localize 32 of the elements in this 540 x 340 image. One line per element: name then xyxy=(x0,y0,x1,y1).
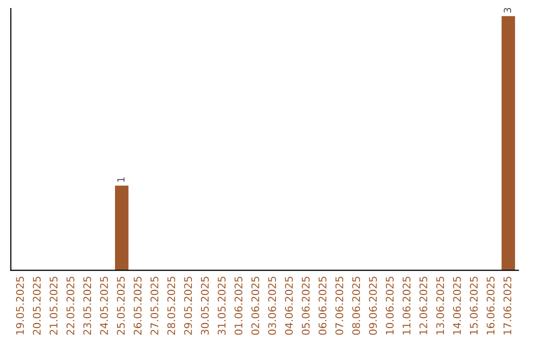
x-tick-label: 05.06.2025 xyxy=(302,276,310,335)
x-tick-label: 27.05.2025 xyxy=(150,276,158,335)
x-tick-label: 31.05.2025 xyxy=(218,276,226,335)
x-tick-label: 16.06.2025 xyxy=(486,276,495,334)
x-tick-label: 02.06.2025 xyxy=(251,276,260,335)
x-tick-label: 29.05.2025 xyxy=(184,276,192,335)
x-tick-label: 23.05.2025 xyxy=(83,276,92,335)
x-tick-label: 08.06.2025 xyxy=(352,276,360,335)
x-tick-label: 20.05.2025 xyxy=(32,276,41,335)
x-tick-label: 03.06.2025 xyxy=(268,276,276,335)
x-tick-label: 24.05.2025 xyxy=(100,276,108,335)
x-tick-label: 26.05.2025 xyxy=(134,276,142,335)
x-tick-label: 19.05.2025 xyxy=(16,276,24,334)
x-tick-label: 21.05.2025 xyxy=(50,276,58,335)
x-tick-label: 11.06.2025 xyxy=(402,276,410,334)
x-tick-label: 01.06.2025 xyxy=(234,276,242,335)
x-tick-label: 07.06.2025 xyxy=(335,276,344,335)
x-tick-label: 13.06.2025 xyxy=(436,276,444,334)
x-tick-label: 10.06.2025 xyxy=(386,276,394,334)
data-label: 1 xyxy=(117,178,124,182)
x-tick-label: 04.06.2025 xyxy=(284,276,293,335)
x-tick-label: 22.05.2025 xyxy=(66,276,74,335)
x-tick-label: 15.06.2025 xyxy=(470,276,478,334)
x-tick-label: 17.06.2025 xyxy=(503,276,512,334)
data-label: 3 xyxy=(504,8,512,13)
x-tick-label: 25.05.2025 xyxy=(116,276,125,335)
x-tick-label: 28.05.2025 xyxy=(167,276,176,335)
x-tick-label: 09.06.2025 xyxy=(368,276,377,335)
x-tick-label: 12.06.2025 xyxy=(419,276,428,334)
x-tick-label: 06.06.2025 xyxy=(318,276,326,335)
x-tick-label: 30.05.2025 xyxy=(200,276,209,335)
x-tick-label: 14.06.2025 xyxy=(453,276,461,334)
